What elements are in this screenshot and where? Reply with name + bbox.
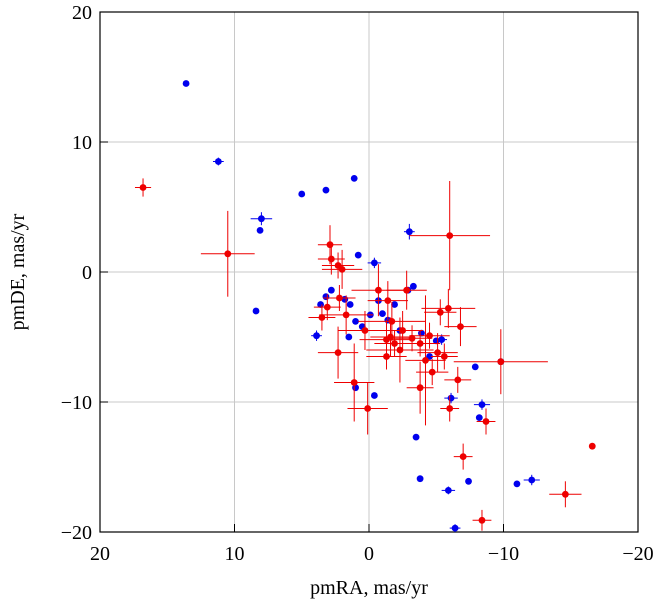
point (428, 368, 436, 376)
x-tick-label: 0 (364, 543, 374, 565)
point (561, 490, 569, 498)
y-tick-label: −20 (61, 522, 92, 544)
point (336, 294, 343, 302)
point (471, 363, 479, 371)
point (416, 340, 424, 347)
point (323, 303, 331, 311)
y-tick-label: 20 (72, 2, 92, 24)
point (322, 186, 330, 194)
x-tick-label: 10 (225, 543, 245, 565)
point (258, 215, 265, 223)
point (409, 282, 417, 290)
point (440, 353, 448, 360)
point (457, 323, 464, 330)
y-tick-label: 0 (82, 262, 92, 284)
point (451, 524, 459, 532)
point (256, 227, 264, 234)
point (370, 259, 378, 267)
point (383, 353, 390, 360)
point (379, 310, 386, 317)
x-axis-label: pmRA, mas/yr (310, 577, 428, 599)
point (350, 379, 358, 386)
point (364, 405, 372, 412)
point (447, 394, 455, 402)
point (422, 357, 429, 364)
point (399, 327, 407, 334)
point (318, 314, 326, 321)
point (436, 308, 444, 316)
point (459, 453, 467, 460)
point (327, 286, 335, 294)
plot-frame (99, 11, 639, 533)
point (588, 442, 596, 450)
point (388, 318, 396, 325)
point (446, 232, 454, 240)
y-axis-label: pmDE, mas/yr (7, 213, 29, 330)
point (326, 241, 334, 249)
point (482, 418, 490, 425)
point (354, 251, 362, 259)
point (446, 405, 454, 412)
y-tick-label: 10 (72, 132, 92, 154)
point (444, 305, 452, 312)
point (214, 158, 222, 165)
point (384, 297, 392, 304)
point (396, 346, 404, 354)
point (350, 175, 358, 182)
point (139, 184, 147, 191)
point (352, 318, 359, 325)
x-tick-label: 20 (90, 543, 110, 565)
point (403, 286, 411, 294)
point (361, 327, 369, 334)
point (375, 286, 382, 294)
point (342, 311, 350, 319)
point (338, 266, 346, 273)
point (475, 414, 483, 421)
point (478, 401, 486, 408)
point (252, 307, 260, 315)
point (444, 487, 452, 494)
point (426, 332, 433, 340)
point (513, 480, 521, 488)
point (346, 301, 354, 308)
point (298, 190, 306, 198)
point (322, 293, 330, 301)
point (497, 358, 505, 366)
point (391, 301, 398, 308)
x-tick-label: −10 (488, 543, 519, 565)
point (405, 228, 413, 236)
point (327, 255, 335, 263)
point (478, 516, 486, 524)
point (416, 475, 424, 483)
point (434, 349, 441, 356)
point (391, 340, 398, 347)
x-tick-label: −20 (622, 543, 653, 565)
point (465, 477, 472, 485)
point (454, 376, 462, 384)
point (313, 332, 320, 340)
point (224, 250, 232, 258)
point (182, 80, 190, 87)
point (345, 333, 353, 341)
point (438, 336, 446, 343)
point (334, 349, 342, 356)
point (416, 384, 424, 392)
point (387, 333, 394, 341)
point (412, 433, 420, 441)
y-tick-label: −10 (61, 392, 92, 414)
point (370, 392, 378, 399)
point (528, 476, 536, 484)
